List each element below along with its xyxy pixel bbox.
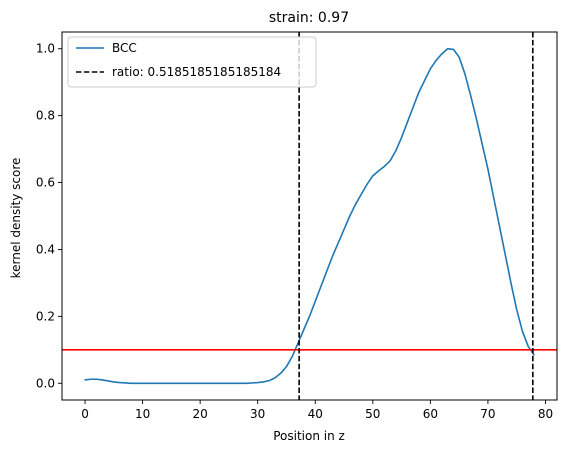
y-tick-label: 0.0 [36, 376, 55, 390]
legend-label-ratio: ratio: 0.5185185185185184 [112, 65, 281, 79]
legend-label-bcc: BCC [112, 41, 137, 55]
plot-area [62, 32, 557, 400]
chart-title: strain: 0.97 [269, 10, 349, 26]
y-axis-label: kernel density score [9, 158, 23, 279]
y-tick-label: 1.0 [36, 42, 55, 56]
x-axis-ticks: 0 10 20 30 40 50 60 70 80 [81, 400, 553, 421]
x-tick-label: 30 [250, 407, 265, 421]
x-tick-label: 70 [480, 407, 495, 421]
x-tick-label: 80 [538, 407, 553, 421]
y-axis-ticks: 0.0 0.2 0.4 0.6 0.8 1.0 [36, 42, 62, 390]
y-tick-label: 0.2 [36, 309, 55, 323]
legend-box [67, 36, 317, 88]
legend: BCC ratio: 0.5185185185185184 [67, 36, 317, 88]
x-tick-label: 0 [81, 407, 89, 421]
x-tick-label: 10 [135, 407, 150, 421]
x-tick-label: 40 [308, 407, 323, 421]
x-tick-label: 50 [365, 407, 380, 421]
x-tick-label: 60 [423, 407, 438, 421]
axes-frame [61, 31, 558, 401]
series-line-bcc [84, 47, 535, 385]
x-tick-label: 20 [192, 407, 207, 421]
y-tick-label: 0.4 [36, 242, 55, 256]
y-tick-label: 0.6 [36, 176, 55, 190]
x-axis-label: Position in z [273, 429, 345, 443]
y-tick-label: 0.8 [36, 109, 55, 123]
